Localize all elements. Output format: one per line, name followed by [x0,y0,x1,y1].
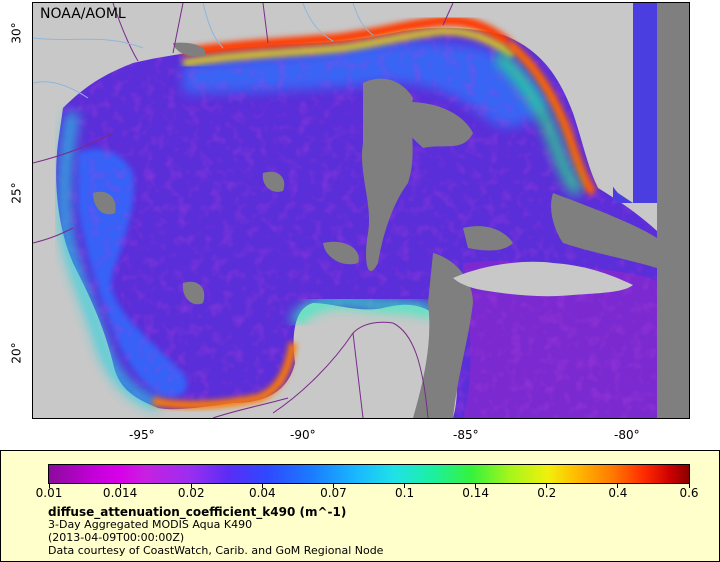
rivers [33,3,374,99]
colorbar-tick-mark [261,484,263,488]
lat-label-20: 20° [9,342,24,364]
political-borders [33,3,454,418]
lat-label-25: 25° [9,182,24,204]
cuba-land [453,261,633,297]
colorbar-tick-label: 0.2 [537,486,557,500]
provider-label: NOAA/AOML [40,6,126,22]
colorbar-tick-label: 0.04 [248,486,276,500]
lon-label-85: -85° [453,428,479,442]
colorbar-tick-label: 0.1 [395,486,415,500]
western-coast-band [58,111,161,411]
colorbar [48,464,690,484]
colorbar-tick-mark [48,484,50,488]
map-panel[interactable]: NOAA/AOML [32,2,690,419]
northern-coast-band-yellow [182,26,516,67]
florida-land [538,3,633,203]
dataset-title: 3-Day Aggregated MODIS Aqua K490 [48,518,253,531]
colorbar-tick-label: 0.02 [177,486,205,500]
legend-panel: diffuse_attenuation_coefficient_k490 (m^… [0,450,720,562]
dataset-time: (2013-04-09T00:00:00Z) [48,531,185,544]
lon-label-80: -80° [614,428,640,442]
colorbar-tick-mark [190,484,192,488]
colorbar-tick-label: 0.14 [462,486,490,500]
colorbar-tick-label: 0.014 [102,486,138,500]
yucatan-coast-band [289,295,436,327]
lon-label-90: -90° [290,428,316,442]
colorbar-tick-mark [404,484,406,488]
colorbar-tick-mark [119,484,121,488]
colorbar-tick-label: 0.4 [608,486,628,500]
colorbar-tick-label: 0.01 [35,486,63,500]
data-credit: Data courtesy of CoastWatch, Carib. and … [48,544,384,557]
variable-name: diffuse_attenuation_coefficient_k490 (m^… [48,505,347,519]
colorbar-tick-label: 0.6 [679,486,699,500]
colorbar-tick-label: 0.07 [320,486,347,500]
colorbar-tick-mark [546,484,548,488]
colorbar-tick-mark [475,484,477,488]
bay-of-campeche-band [152,342,297,409]
colorbar-tick-mark [617,484,619,488]
colorbar-tick-mark [332,484,334,488]
k490-map [33,3,689,418]
northern-coast-band [182,15,512,58]
no-data-patches [93,3,689,418]
florida-coast-band [505,39,597,196]
lon-label-95: -95° [129,428,155,442]
florida-coast-band-green [493,50,584,197]
colorbar-tick-mark [688,484,690,488]
lat-label-30: 30° [9,22,24,44]
